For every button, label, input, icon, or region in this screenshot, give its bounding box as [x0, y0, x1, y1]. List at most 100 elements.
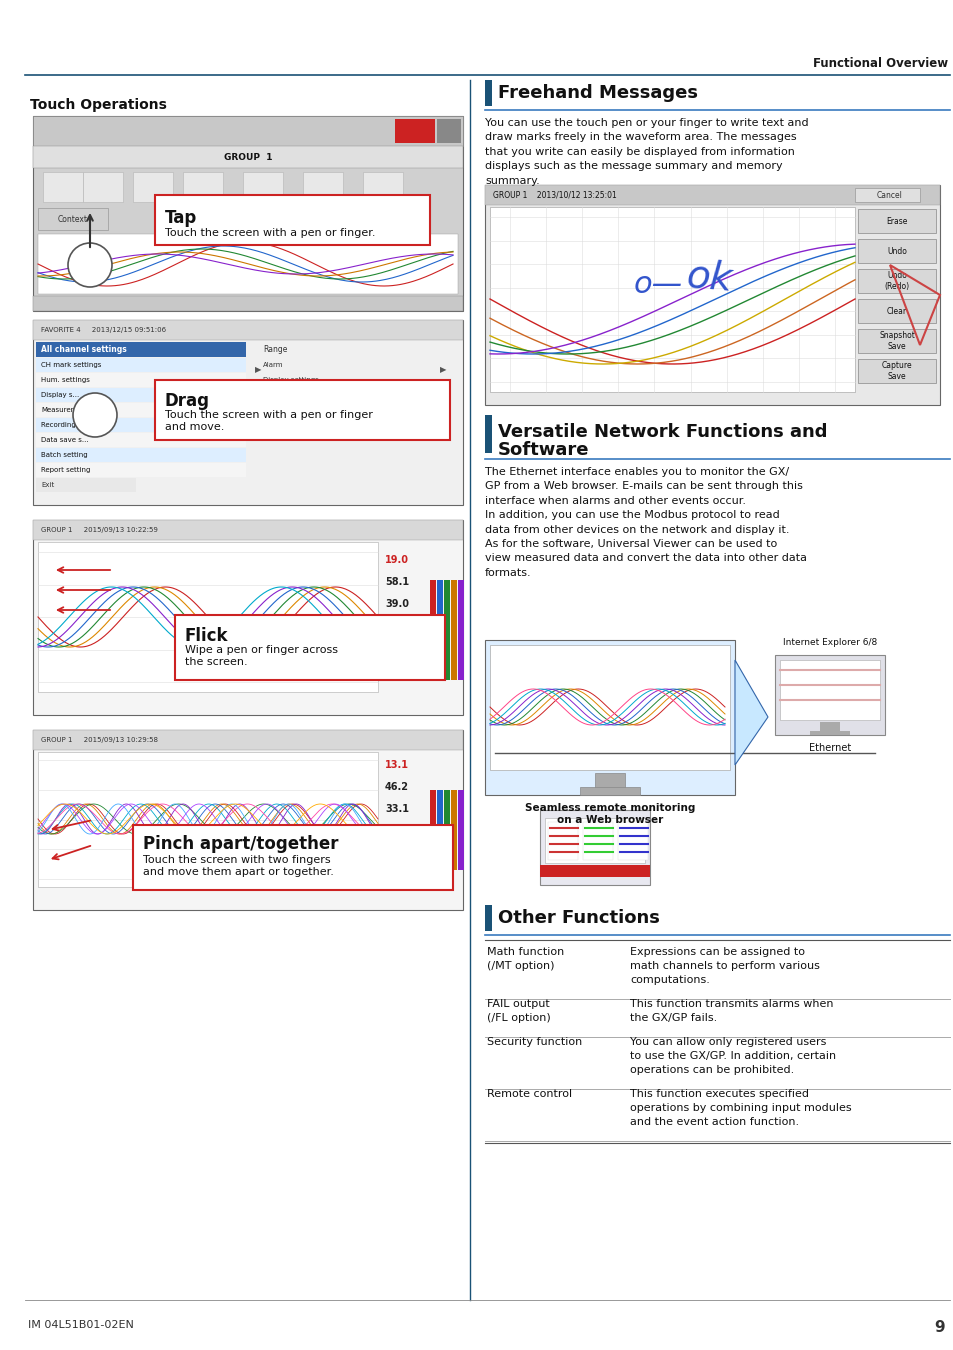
Bar	[36, 342, 246, 356]
Text: 9: 9	[933, 1320, 944, 1335]
Bar	[36, 404, 246, 417]
Text: This function executes specified
operations by combining input modules
and the e: This function executes specified operati…	[629, 1089, 851, 1127]
Bar	[780, 660, 879, 720]
Bar	[582, 822, 613, 860]
Bar	[457, 580, 463, 680]
Bar	[857, 298, 935, 323]
Bar	[36, 433, 246, 447]
Text: Erase: Erase	[885, 216, 906, 225]
Text: Math function
(/MT option): Math function (/MT option)	[486, 946, 563, 971]
Bar	[443, 580, 450, 680]
Text: Undo: Undo	[886, 247, 906, 255]
Text: Snapshot
Save: Snapshot Save	[878, 331, 914, 351]
Bar	[33, 520, 462, 716]
Text: Exit: Exit	[41, 482, 54, 487]
Text: o—: o—	[633, 270, 681, 300]
Bar	[857, 269, 935, 293]
Text: Touch the screen with two fingers
and move them apart or together.: Touch the screen with two fingers and mo…	[143, 855, 334, 876]
Bar	[38, 752, 377, 887]
Bar	[618, 822, 647, 860]
Bar	[33, 116, 462, 310]
Bar	[183, 171, 223, 202]
Text: Clear: Clear	[886, 306, 906, 316]
Bar	[303, 171, 343, 202]
Text: Calibration correction: Calibration correction	[263, 392, 338, 398]
Bar	[857, 239, 935, 263]
Bar	[547, 822, 578, 860]
Bar	[539, 865, 649, 878]
Bar	[36, 448, 246, 462]
Text: Touch Operations: Touch Operations	[30, 99, 167, 112]
Bar	[430, 790, 436, 869]
Bar	[243, 171, 283, 202]
Text: 39.0: 39.0	[385, 599, 409, 609]
Text: GROUP 1    2013/10/12 13:25:01: GROUP 1 2013/10/12 13:25:01	[493, 190, 616, 200]
Bar	[484, 80, 492, 107]
Bar	[38, 208, 108, 230]
Text: Batch setting: Batch setting	[41, 452, 88, 458]
Text: Display settings: Display settings	[263, 377, 318, 383]
Bar	[33, 320, 462, 505]
Bar	[490, 207, 854, 392]
Text: Touch the screen with a pen or finger.: Touch the screen with a pen or finger.	[165, 228, 375, 238]
Polygon shape	[734, 660, 767, 765]
Text: Undo
(Redo): Undo (Redo)	[883, 271, 908, 290]
Text: 88.2: 88.2	[385, 826, 409, 836]
Text: Cancel: Cancel	[876, 190, 902, 200]
Text: FAVORITE 4     2013/12/15 09:51:06: FAVORITE 4 2013/12/15 09:51:06	[41, 327, 166, 333]
Text: All channel settings: All channel settings	[41, 344, 127, 354]
Bar	[430, 580, 436, 680]
Bar	[857, 329, 935, 352]
Bar	[436, 790, 442, 869]
Circle shape	[73, 393, 117, 437]
Circle shape	[68, 243, 112, 288]
Bar	[490, 645, 729, 769]
Text: Seamless remote monitoring
on a Web browser: Seamless remote monitoring on a Web brow…	[524, 803, 695, 825]
Bar	[484, 185, 939, 405]
Bar	[363, 171, 402, 202]
Bar	[774, 655, 884, 734]
Text: Tap: Tap	[165, 209, 197, 227]
Text: Hum. settings: Hum. settings	[41, 377, 90, 383]
Text: 19.0: 19.0	[385, 555, 409, 566]
Bar	[132, 825, 453, 890]
Text: Ethernet: Ethernet	[808, 743, 850, 753]
Bar	[132, 171, 172, 202]
Text: 33.1: 33.1	[385, 805, 409, 814]
Text: Versatile Network Functions and: Versatile Network Functions and	[497, 423, 826, 441]
Text: Remote control: Remote control	[486, 1089, 572, 1099]
Text: You can allow only registered users
to use the GX/GP. In addition, certain
opera: You can allow only registered users to u…	[629, 1037, 835, 1075]
Bar	[33, 116, 462, 146]
Bar	[83, 171, 123, 202]
Bar	[154, 194, 430, 244]
Bar	[820, 722, 840, 732]
Text: Drag: Drag	[165, 392, 210, 410]
Bar	[854, 188, 919, 202]
Text: FAIL output
(/FL option): FAIL output (/FL option)	[486, 999, 550, 1023]
Text: Data save s...: Data save s...	[41, 437, 89, 443]
Text: IM 04L51B01-02EN: IM 04L51B01-02EN	[28, 1320, 133, 1330]
Bar	[33, 146, 462, 167]
Bar	[484, 904, 492, 931]
Text: Display s...: Display s...	[41, 392, 79, 398]
Text: Touch the screen with a pen or finger
and move.: Touch the screen with a pen or finger an…	[165, 410, 373, 432]
Bar	[484, 414, 492, 454]
Text: You can use the touch pen or your finger to write text and
draw marks freely in : You can use the touch pen or your finger…	[484, 117, 808, 185]
Bar	[36, 387, 246, 402]
Bar	[857, 209, 935, 234]
Bar	[436, 119, 460, 143]
Text: Range: Range	[263, 344, 287, 354]
Text: GROUP  1: GROUP 1	[224, 153, 272, 162]
Text: Flick: Flick	[185, 626, 229, 645]
Bar	[36, 373, 246, 387]
Bar	[36, 463, 246, 477]
Bar	[33, 730, 462, 910]
Bar	[174, 616, 444, 680]
Bar	[457, 790, 463, 869]
Bar	[43, 171, 83, 202]
Bar	[857, 359, 935, 383]
Text: ▶: ▶	[439, 366, 446, 374]
Bar	[451, 580, 456, 680]
Bar	[36, 478, 136, 491]
Bar	[451, 790, 456, 869]
